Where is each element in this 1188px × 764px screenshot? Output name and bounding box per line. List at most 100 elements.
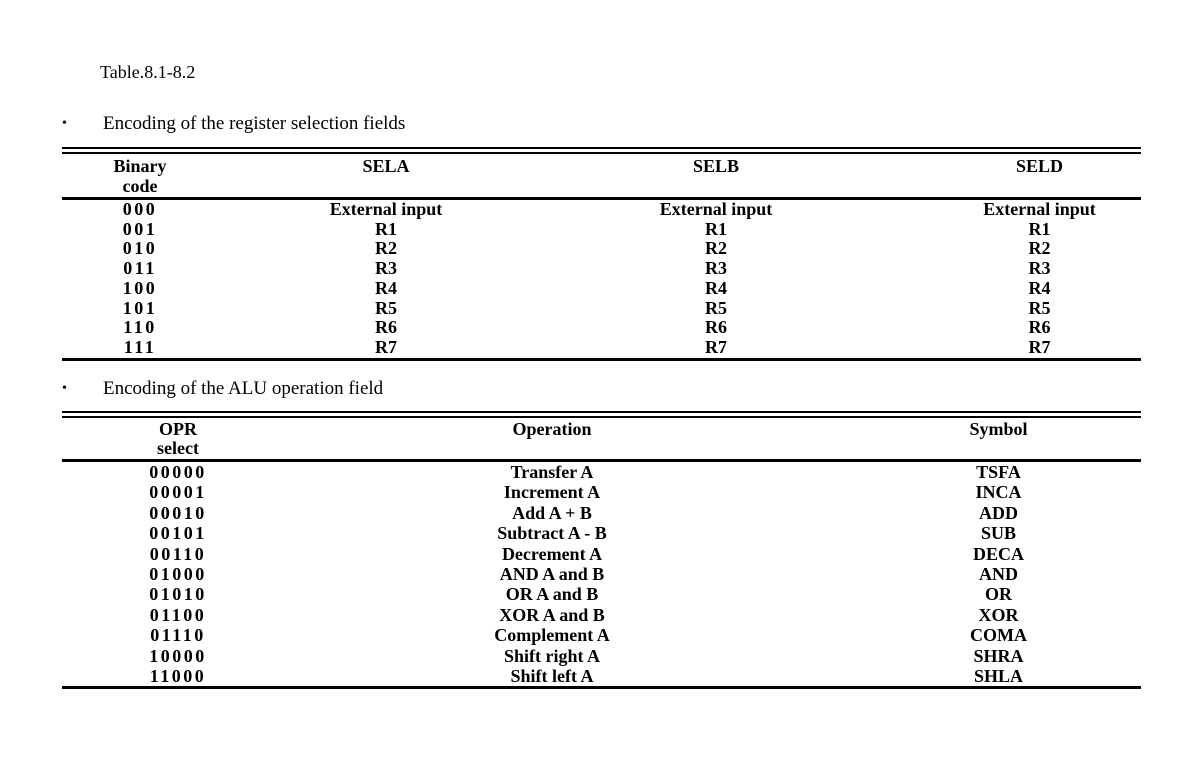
- cell-opr-select: 00010: [149, 502, 207, 523]
- cell-binary-code: 001: [122, 218, 158, 239]
- cell-symbol: SHLA: [973, 666, 1024, 687]
- alu-operation-table: OPR select Operation Symbol 00000 Transf…: [62, 411, 1141, 690]
- cell-opr-select: 00110: [149, 543, 207, 564]
- cell-operation: Add A + B: [512, 502, 592, 523]
- column-header-line: Binary: [113, 156, 167, 176]
- cell-binary-code: 000: [122, 199, 158, 219]
- cell-binary-code: 100: [122, 277, 158, 298]
- cell-operation: Shift right A: [503, 645, 600, 666]
- cell-selb: R2: [705, 238, 727, 259]
- table-row: 000 External input External input Extern…: [62, 199, 1141, 220]
- column-header-opr-select: OPR select: [62, 414, 294, 462]
- cell-symbol: SHRA: [973, 645, 1024, 666]
- table-row: 010 R2 R2 R2: [62, 239, 1141, 259]
- cell-sela: R1: [375, 218, 397, 239]
- cell-seld: R3: [1028, 258, 1051, 279]
- table-row: 101 R5 R5 R5: [62, 297, 1141, 319]
- cell-operation: Increment A: [503, 482, 601, 503]
- table-row: 01100 XOR A and B XOR: [62, 605, 1141, 625]
- cell-opr-select: 01010: [149, 584, 207, 605]
- column-header-selb: SELB: [554, 150, 878, 200]
- cell-operation: Shift left A: [510, 666, 594, 687]
- table-row: 001 R1 R1 R1: [62, 218, 1141, 240]
- cell-seld: R6: [1028, 317, 1051, 338]
- section-heading-text: Encoding of the ALU operation field: [103, 378, 384, 399]
- cell-sela: R3: [375, 258, 397, 279]
- column-header-line: code: [122, 176, 158, 196]
- cell-selb: R1: [705, 218, 727, 239]
- cell-selb: R7: [705, 336, 727, 357]
- column-header-symbol: Symbol: [810, 414, 1141, 462]
- cell-symbol: XOR: [978, 604, 1019, 625]
- cell-binary-code: 110: [123, 317, 157, 338]
- cell-opr-select: 10000: [149, 645, 207, 666]
- cell-opr-select: 01100: [149, 604, 207, 625]
- cell-opr-select: 00101: [149, 523, 207, 544]
- cell-operation: Subtract A - B: [497, 523, 607, 544]
- table-row: 011 R3 R3 R3: [62, 258, 1141, 279]
- cell-binary-code: 010: [122, 238, 158, 259]
- table-row: 00001 Increment A INCA: [62, 482, 1141, 502]
- table-row: 01110 Complement A COMA: [62, 625, 1141, 645]
- column-header-line: OPR: [159, 419, 197, 439]
- bullet-icon: •: [62, 116, 67, 131]
- cell-operation: Transfer A: [510, 462, 594, 482]
- cell-binary-code: 111: [123, 336, 157, 357]
- table-row: 00010 Add A + B ADD: [62, 503, 1141, 523]
- cell-symbol: DECA: [972, 543, 1024, 564]
- cell-opr-select: 01000: [149, 564, 207, 585]
- cell-symbol: AND: [979, 564, 1018, 585]
- cell-opr-select: 00001: [149, 482, 207, 503]
- table-row: 01010 OR A and B OR: [62, 584, 1141, 604]
- table-header-row: Binary code SELA SELB SELD: [62, 150, 1141, 200]
- table-header-row: OPR select Operation Symbol: [62, 414, 1141, 462]
- cell-sela: R4: [375, 277, 397, 298]
- cell-selb: R5: [705, 297, 727, 318]
- table-row: 00000 Transfer A TSFA: [62, 461, 1141, 483]
- cell-operation: XOR A and B: [499, 604, 605, 625]
- bullet-icon: •: [62, 381, 67, 396]
- table-row: 01000 AND A and B AND: [62, 564, 1141, 584]
- table-row: 00101 Subtract A - B SUB: [62, 523, 1141, 543]
- cell-selb: R3: [705, 258, 727, 279]
- column-header-binary-code: Binary code: [62, 150, 218, 200]
- cell-seld: R5: [1028, 297, 1051, 318]
- column-header-seld: SELD: [878, 150, 1141, 200]
- cell-sela: External input: [329, 199, 443, 219]
- column-header-operation: Operation: [294, 414, 810, 462]
- cell-seld: R2: [1028, 238, 1051, 259]
- table-row: 11000 Shift left A SHLA: [62, 666, 1141, 688]
- cell-binary-code: 011: [123, 258, 157, 279]
- cell-symbol: SUB: [980, 523, 1016, 544]
- cell-symbol: COMA: [970, 625, 1027, 646]
- table-row: 00110 Decrement A DECA: [62, 544, 1141, 564]
- column-header-sela: SELA: [218, 150, 554, 200]
- cell-seld: R4: [1028, 277, 1051, 298]
- cell-symbol: INCA: [975, 482, 1022, 503]
- cell-sela: R6: [375, 317, 397, 338]
- cell-opr-select: 00000: [149, 462, 207, 482]
- cell-opr-select: 01110: [150, 625, 206, 646]
- column-header-line: select: [157, 438, 199, 458]
- table-row: 110 R6 R6 R6: [62, 318, 1141, 338]
- cell-selb: R4: [705, 277, 727, 298]
- cell-sela: R2: [375, 238, 397, 259]
- page-title: Table.8.1-8.2: [100, 62, 196, 82]
- table-row: 10000 Shift right A SHRA: [62, 646, 1141, 666]
- cell-selb: R6: [705, 317, 727, 338]
- section-heading-text: Encoding of the register selection field…: [103, 113, 406, 134]
- cell-binary-code: 101: [122, 297, 158, 318]
- section-heading-register-selection: • Encoding of the register selection fie…: [62, 112, 405, 135]
- cell-symbol: ADD: [979, 502, 1018, 523]
- section-heading-alu-operation: • Encoding of the ALU operation field: [62, 377, 383, 400]
- cell-selb: External input: [659, 199, 773, 219]
- cell-sela: R5: [375, 297, 397, 318]
- cell-seld: R7: [1028, 336, 1051, 357]
- cell-operation: AND A and B: [499, 564, 605, 585]
- table-row: 100 R4 R4 R4: [62, 277, 1141, 299]
- cell-opr-select: 11000: [149, 666, 207, 687]
- cell-sela: R7: [375, 336, 397, 357]
- cell-symbol: TSFA: [976, 462, 1021, 482]
- table-row: 111 R7 R7 R7: [62, 336, 1141, 359]
